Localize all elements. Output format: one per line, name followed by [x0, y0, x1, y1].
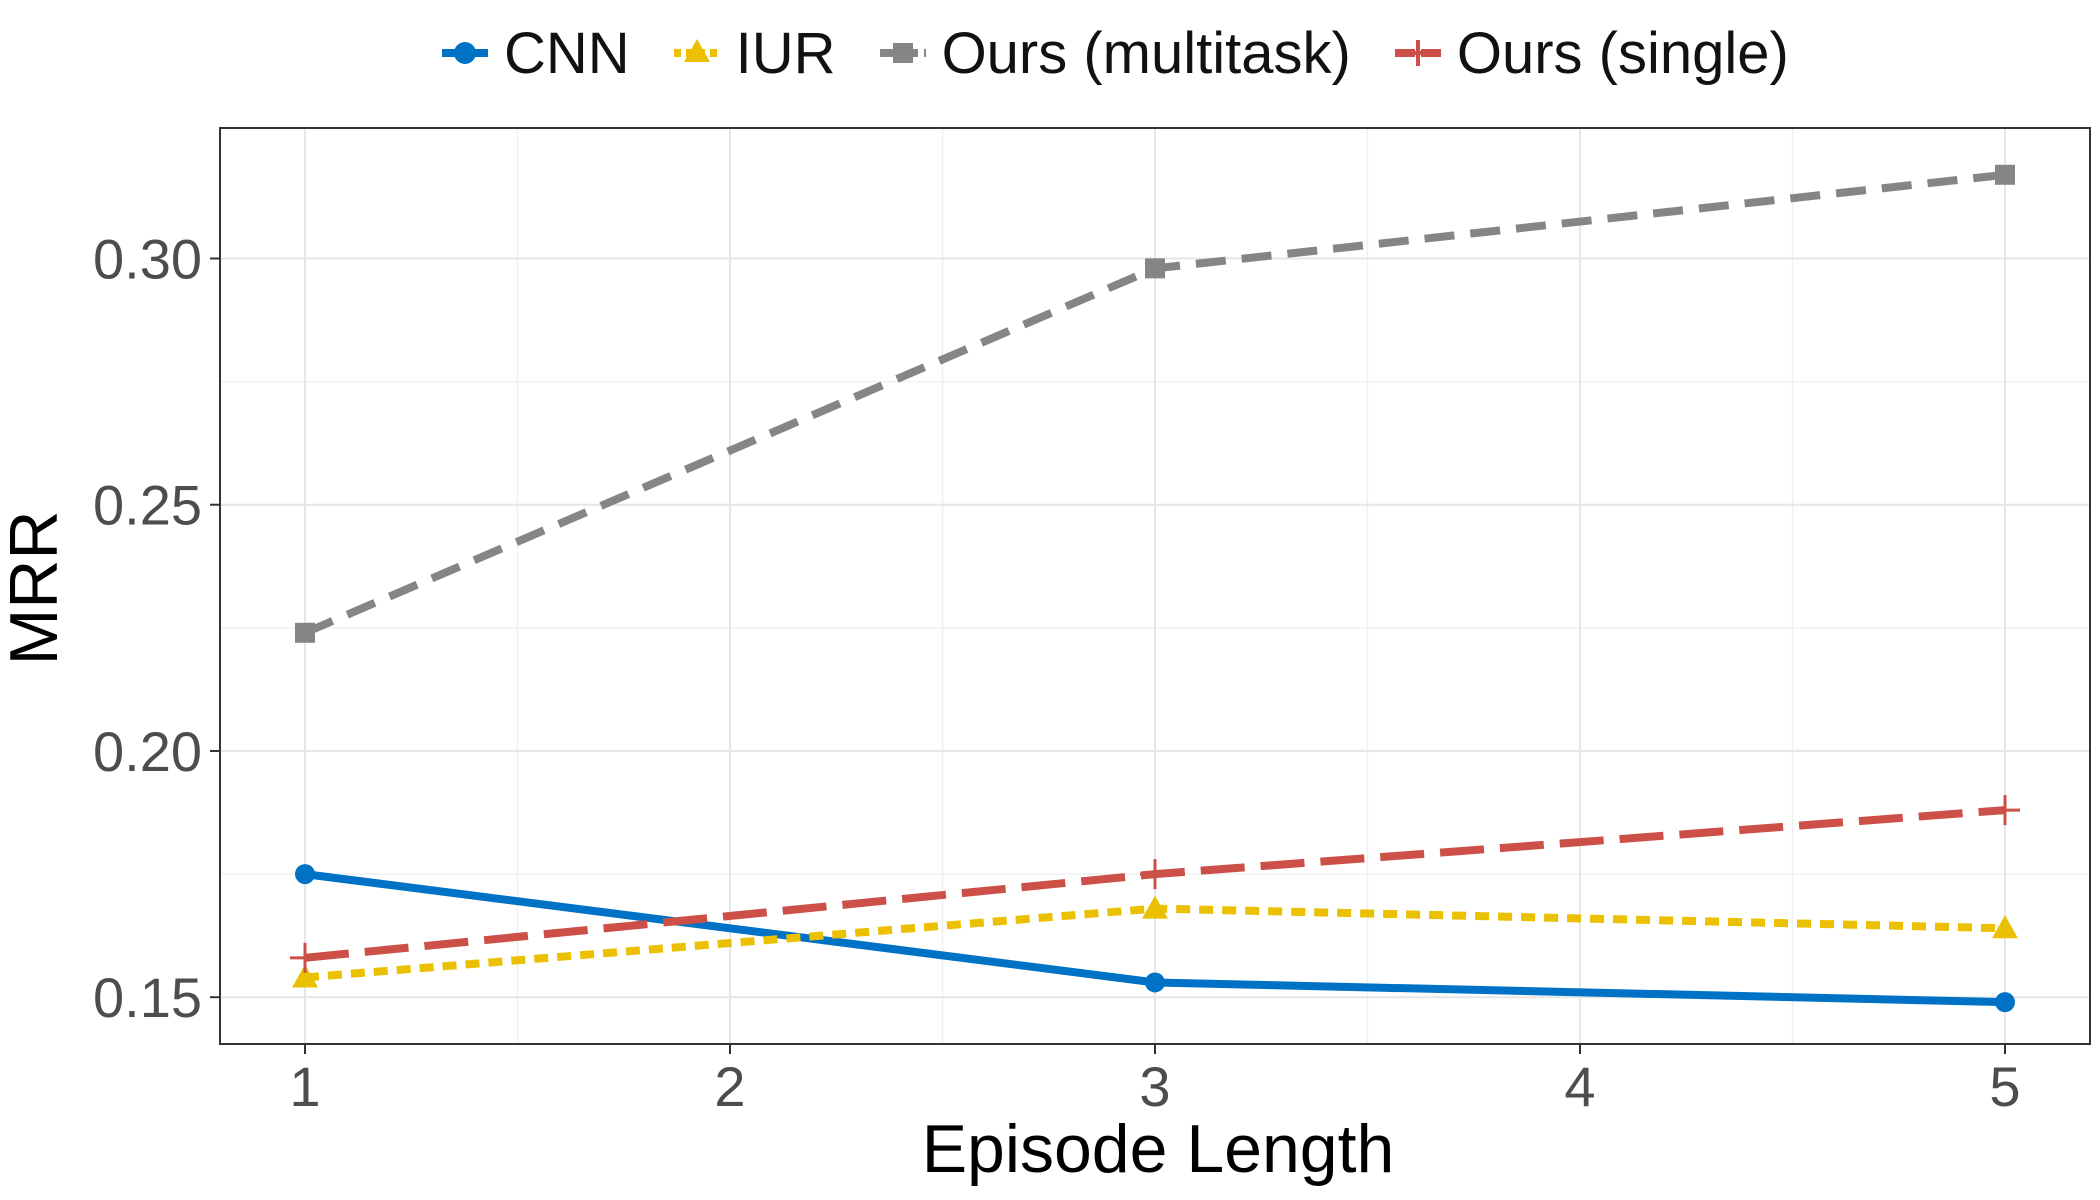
legend-key-ours-multitask-icon: [879, 43, 926, 63]
data-point-ours-multitask: [1145, 258, 1165, 279]
x-tick-label: 4: [1564, 1055, 1595, 1118]
data-point-cnn: [1145, 972, 1165, 993]
y-tick-label: 0.15: [93, 966, 202, 1029]
data-point-iur: [1992, 915, 2018, 939]
data-point-ours-single: [290, 942, 320, 973]
x-tick-label: 2: [714, 1055, 745, 1118]
x-tick-label: 1: [289, 1055, 320, 1118]
x-tick-label: 5: [1989, 1055, 2020, 1118]
data-point-iur: [292, 964, 318, 988]
data-point-iur: [1142, 895, 1168, 919]
data-point-ours-single: [1990, 795, 2020, 826]
data-point-cnn: [295, 864, 315, 885]
legend-item-cnn: CNN: [440, 20, 630, 87]
data-point-ours-multitask: [295, 622, 315, 643]
legend-label-iur: IUR: [735, 20, 836, 86]
legend-key-iur-icon: [673, 39, 720, 62]
legend-item-ours-single: Ours (single): [1393, 20, 1789, 87]
legend-label-cnn: CNN: [504, 20, 630, 86]
x-tick-label: 3: [1139, 1055, 1170, 1118]
data-point-ours-single: [1140, 859, 1170, 890]
series-markers: [290, 164, 2020, 1013]
x-axis-ticks: 1 2 3 4 5: [289, 1044, 2021, 1118]
legend-key-ours-single-icon: [1394, 40, 1441, 66]
y-axis-label: MRR: [0, 511, 72, 666]
x-axis-label: Episode Length: [922, 1111, 1395, 1187]
legend-label-ours-multitask: Ours (multitask): [941, 20, 1351, 86]
y-tick-label: 0.30: [93, 228, 202, 291]
legend-item-ours-multitask: Ours (multitask): [878, 20, 1351, 87]
legend: CNN IUR Ours (multitask) Ours (single): [440, 18, 1831, 88]
y-tick-label: 0.25: [93, 474, 202, 537]
y-axis-ticks: 0.15 0.20 0.25 0.30: [93, 228, 220, 1029]
data-point-ours-multitask: [1995, 164, 2015, 185]
legend-item-iur: IUR: [672, 20, 836, 87]
legend-key-cnn-icon: [442, 42, 488, 64]
legend-label-ours-single: Ours (single): [1456, 20, 1789, 86]
data-point-cnn: [1995, 992, 2015, 1013]
y-tick-label: 0.20: [93, 720, 202, 783]
